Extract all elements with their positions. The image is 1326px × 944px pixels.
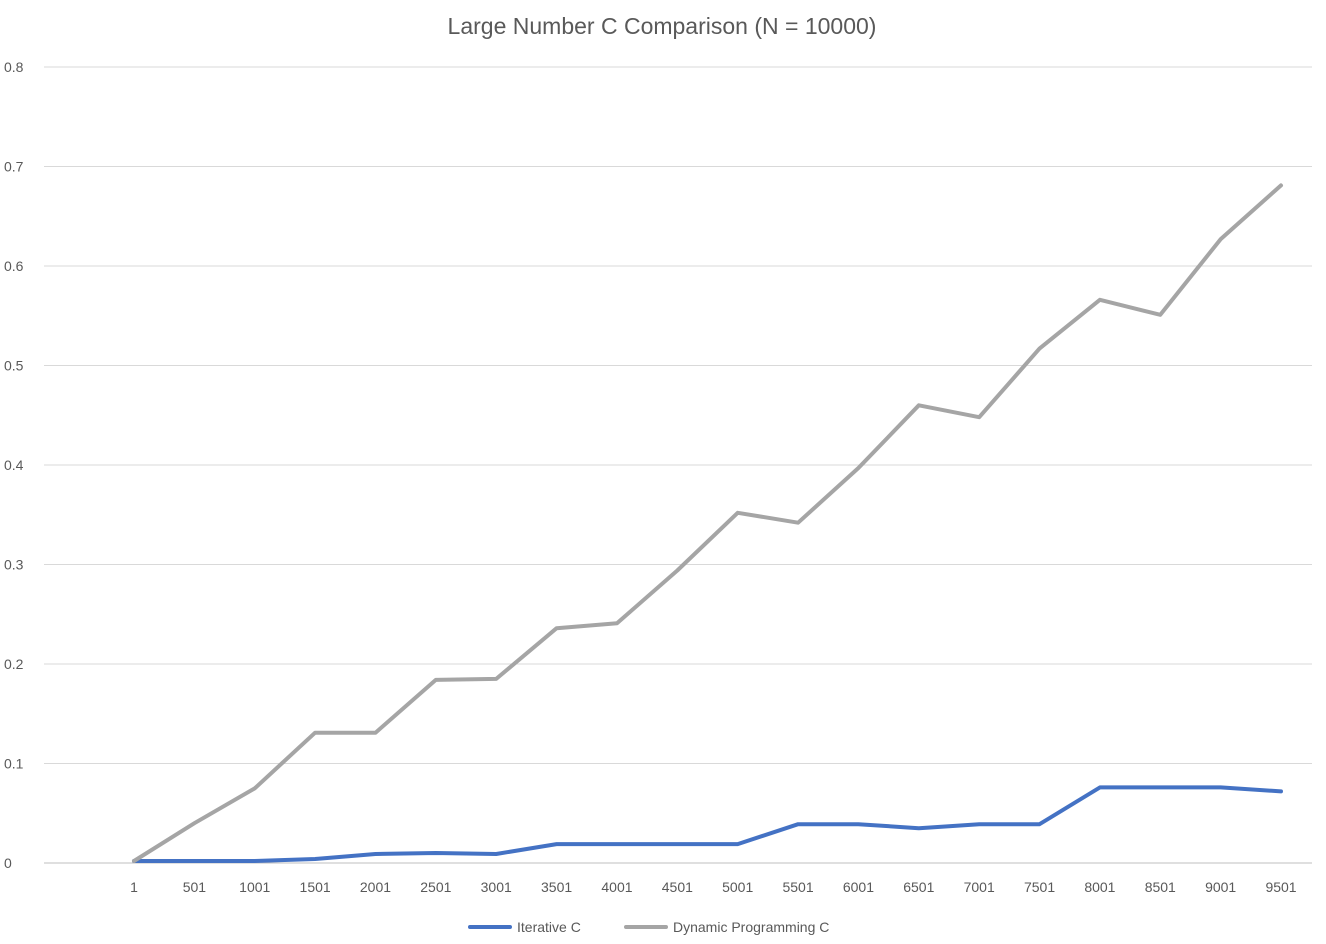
x-tick-label: 9001 — [1205, 879, 1236, 895]
x-tick-label: 1 — [130, 879, 138, 895]
gridlines — [44, 66, 1312, 864]
y-tick-label: 0.1 — [4, 756, 24, 772]
x-tick-label: 501 — [183, 879, 207, 895]
x-tick-label: 9501 — [1265, 879, 1296, 895]
y-tick-label: 0.2 — [4, 656, 24, 672]
chart-title: Large Number C Comparison (N = 10000) — [448, 13, 877, 39]
series-line-1 — [132, 183, 1283, 863]
x-tick-label: 6501 — [903, 879, 934, 895]
x-tick-label: 4001 — [601, 879, 632, 895]
y-tick-label: 0 — [4, 855, 12, 871]
x-tick-label: 5001 — [722, 879, 753, 895]
x-tick-label: 4501 — [662, 879, 693, 895]
y-tick-label: 0.7 — [4, 159, 24, 175]
y-tick-label: 0.3 — [4, 557, 24, 573]
x-tick-label: 5501 — [782, 879, 813, 895]
y-axis-tick-labels: 0 0.1 0.2 0.3 0.4 0.5 0.6 0.7 0.8 — [4, 59, 24, 871]
x-tick-label: 2001 — [360, 879, 391, 895]
x-tick-label: 3501 — [541, 879, 572, 895]
legend-label: Dynamic Programming C — [673, 919, 829, 935]
x-axis-tick-labels: 1 501 1001 1501 2001 2501 3001 3501 4001 4501 5001… — [130, 879, 1297, 895]
series-lines — [132, 183, 1283, 863]
series-line-0 — [132, 785, 1283, 863]
x-tick-label: 8501 — [1145, 879, 1176, 895]
x-tick-label: 7501 — [1024, 879, 1055, 895]
legend: Iterative C Dynamic Programming C — [468, 919, 829, 935]
y-tick-label: 0.5 — [4, 358, 24, 374]
y-tick-label: 0.8 — [4, 59, 24, 75]
x-tick-label: 1501 — [300, 879, 331, 895]
x-tick-label: 6001 — [843, 879, 874, 895]
x-tick-label: 1001 — [239, 879, 270, 895]
y-tick-label: 0.6 — [4, 258, 24, 274]
x-tick-label: 3001 — [481, 879, 512, 895]
x-tick-label: 2501 — [420, 879, 451, 895]
x-tick-label: 8001 — [1084, 879, 1115, 895]
y-tick-label: 0.4 — [4, 457, 24, 473]
x-tick-label: 7001 — [964, 879, 995, 895]
legend-label: Iterative C — [517, 919, 581, 935]
